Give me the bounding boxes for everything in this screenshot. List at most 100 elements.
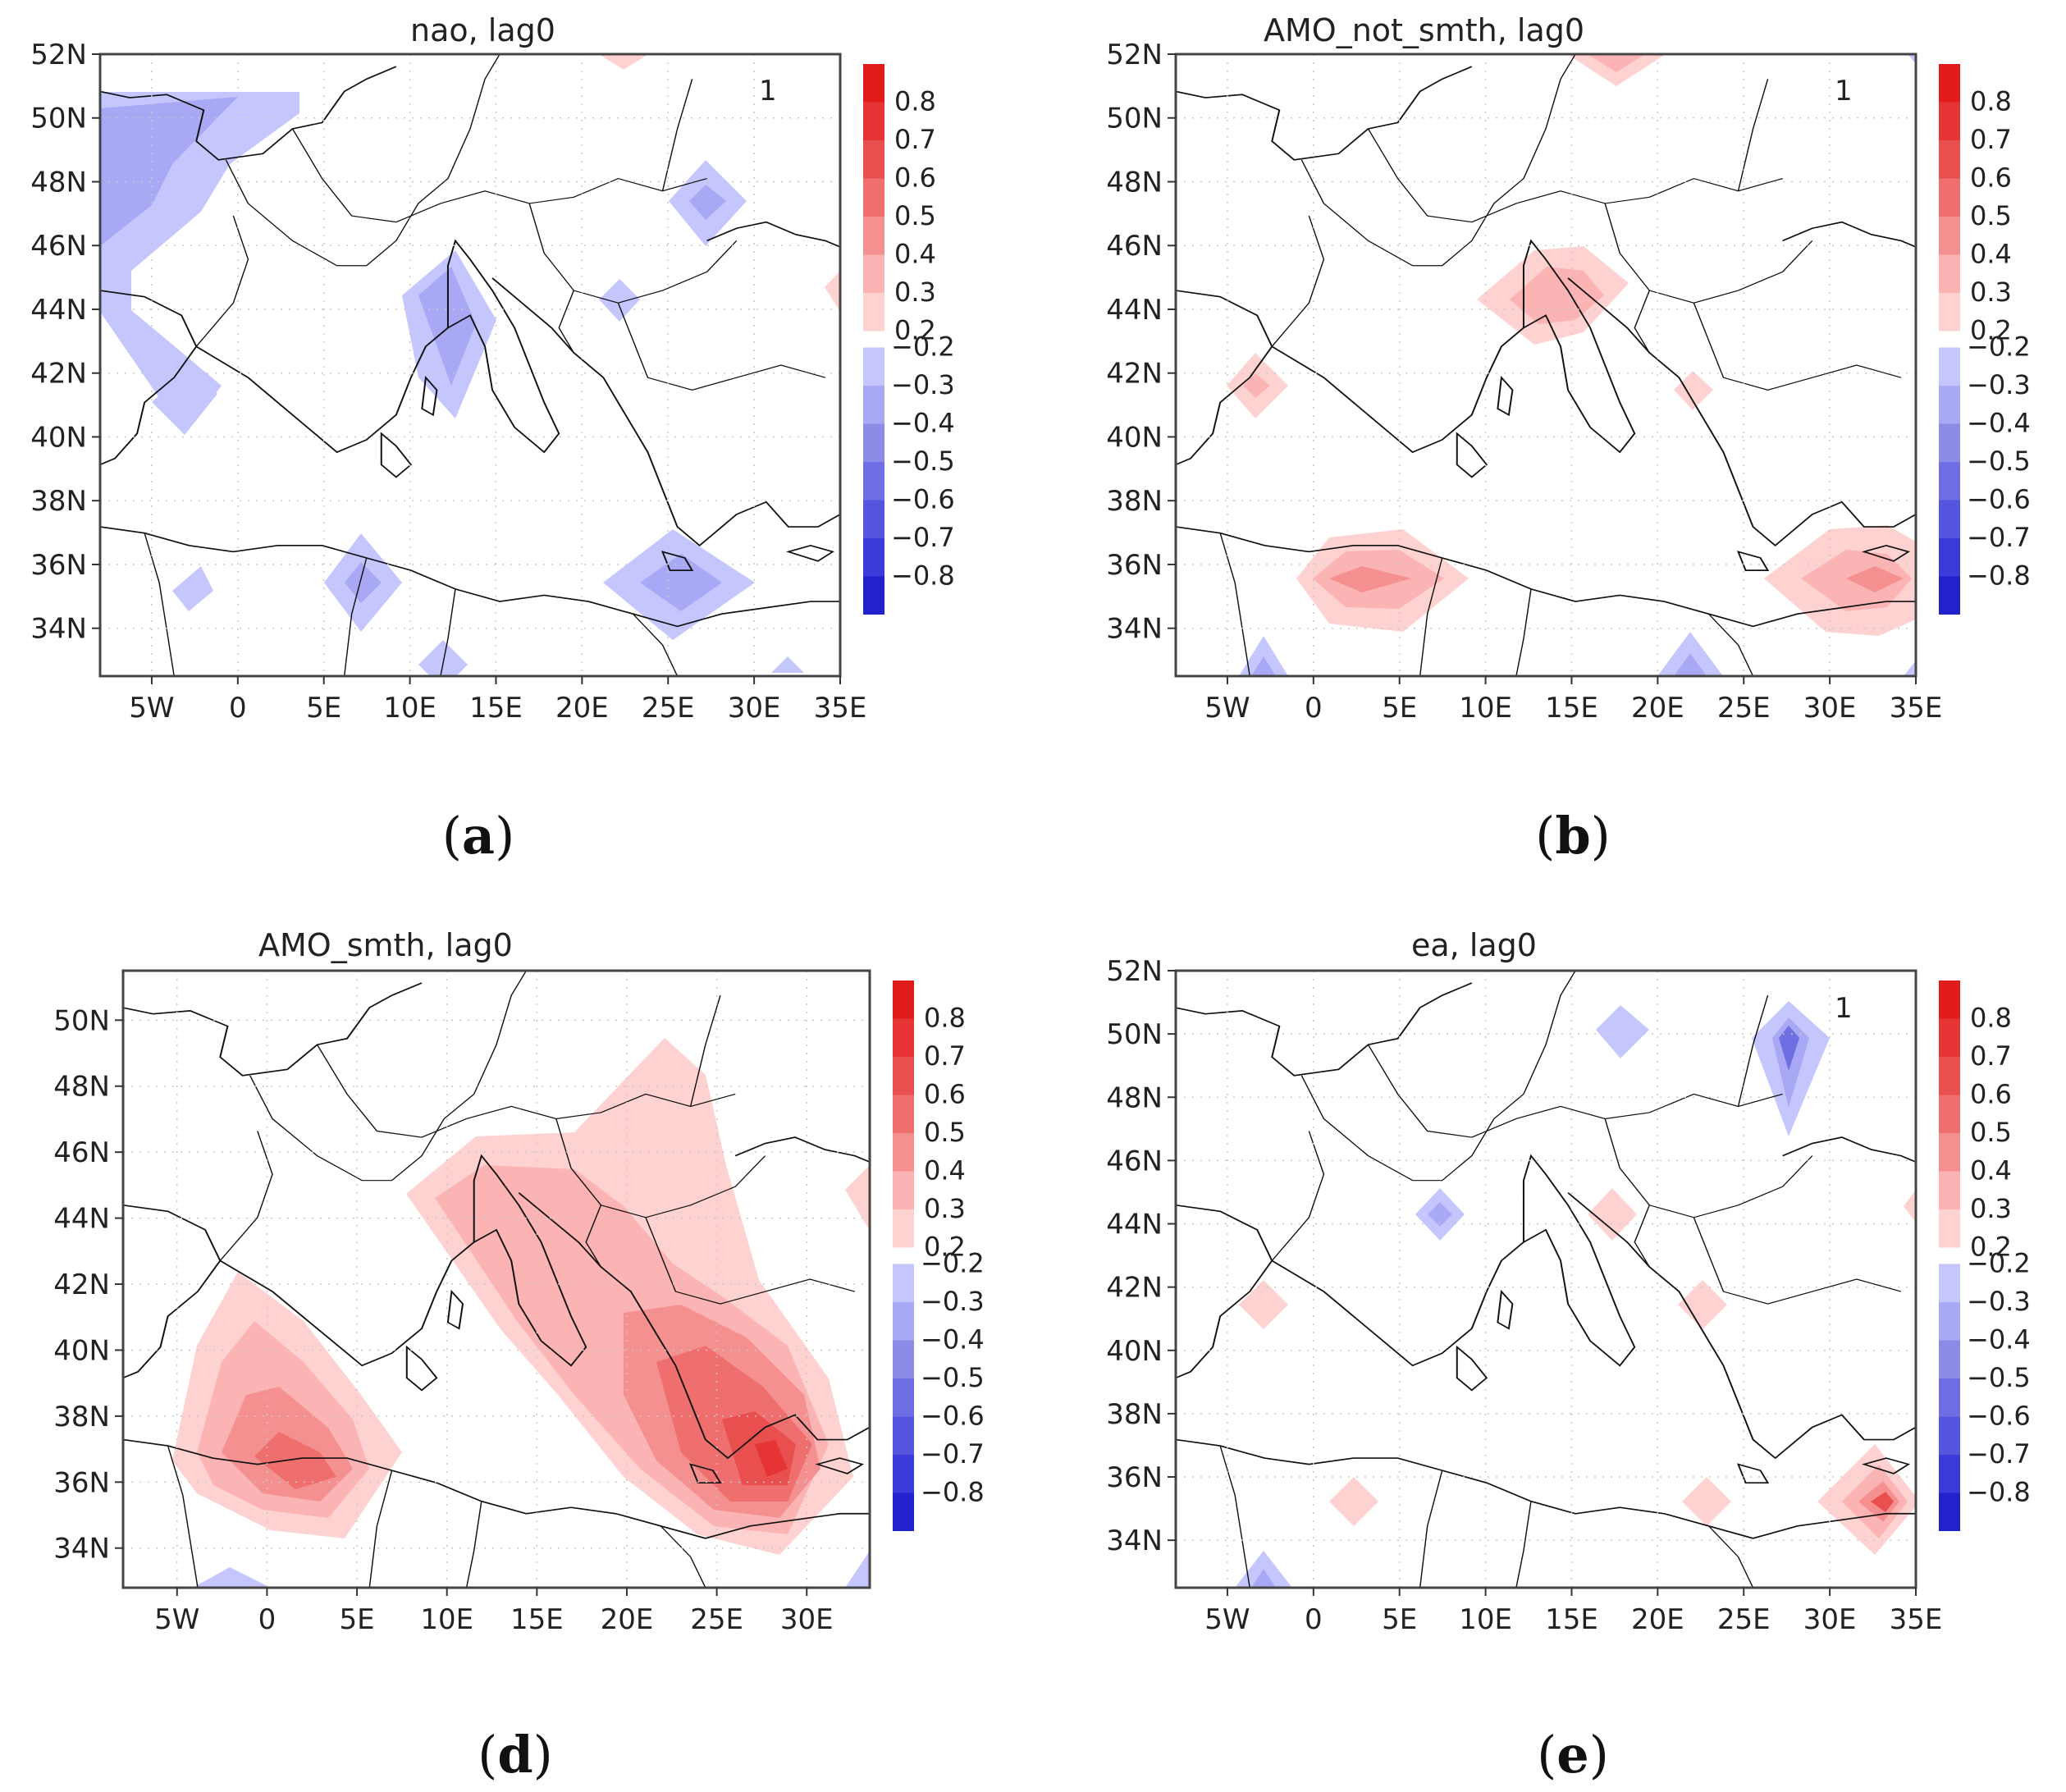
colorbar-negative-label: −0.7 [1967,1438,2031,1470]
lat-tick-label: 40N [30,421,87,454]
lon-tick-label: 20E [1631,692,1684,725]
colorbar-negative-swatch [1939,462,1960,501]
longitude-labels: 5W 0 5E 10E 15E 20E 25E 30E 35E [129,676,866,725]
colorbar-negative-swatch [893,1340,914,1378]
lon-tick-label: 20E [555,692,609,725]
colorbar-positive-label: 0.7 [924,1040,966,1072]
positive-contour [1674,371,1713,410]
panel-label: (b) [1535,806,1611,866]
lon-tick-label: 5E [306,692,341,725]
graticule [100,54,840,676]
map-frame [98,53,842,678]
colorbar-positive-label: 0.8 [924,1003,966,1034]
positive-contour [1510,267,1604,324]
colorbar-negative-label: −0.3 [921,1286,985,1317]
colorbar-positive-label: 0.8 [1970,86,2012,117]
colorbar: 0.8 0.7 0.6 0.5 0.4 0.3 0.2−0.2 −0.3 −0.4 −0.5 −0.… [863,64,955,615]
colorbar-positive-label: 0.5 [1970,200,2012,231]
colorbar-positive-swatch [893,981,914,1019]
lon-tick-label: 25E [1717,692,1771,725]
contour-marker: 1 [1835,75,1853,107]
panel-letter: b [1555,806,1590,866]
contour-layer [1176,54,1916,676]
colorbar-positive-swatch [863,140,884,179]
colorbar-positive-label: 0.3 [1970,1193,2012,1224]
colorbar-negative-swatch [1939,386,1960,424]
panel-a-map: nao, lag0 1 52N 50N 48N 46N 44N 42N 40N 38N 36N [30,12,954,866]
colorbar-negative-label: −0.5 [1967,1362,2031,1393]
colorbar-negative-label: −0.4 [1967,408,2031,439]
colorbar-positive-label: 0.6 [1970,162,2012,194]
longitude-labels: 5W 0 5E 10E 15E 20E 25E 30E [154,1588,834,1636]
contour-marker: 1 [759,75,777,107]
positive-contour [1846,566,1904,592]
colorbar-positive-swatch [1939,1209,1960,1248]
negative-contour [1779,1026,1799,1071]
map-frame [1174,53,1917,678]
negative-contour [1251,656,1276,676]
colorbar-negative-label: −0.3 [891,369,955,400]
colorbar-positive-swatch [1939,1171,1960,1209]
colorbar-positive-label: 0.6 [894,162,936,194]
map-frame [1174,969,1917,1589]
colorbar-positive-label: 0.5 [924,1117,966,1148]
lon-tick-label: 5W [1204,1603,1250,1636]
colorbar-negative-label: −0.8 [891,560,955,592]
colorbar-positive-label: 0.7 [1970,124,2012,155]
lon-tick-label: 5E [339,1603,374,1636]
colorbar-negative-swatch [1939,1264,1960,1302]
negative-contour [172,566,213,611]
colorbar-positive-swatch [1939,254,1960,293]
lat-tick-label: 40N [53,1334,110,1367]
contour-layer [100,54,840,676]
positive-contour [1329,1477,1378,1526]
positive-contour [1682,1477,1731,1526]
lat-tick-label: 34N [1106,1525,1163,1557]
lat-tick-label: 36N [53,1466,110,1499]
lat-tick-label: 52N [30,39,87,71]
lat-tick-label: 48N [53,1071,110,1104]
colorbar-negative-label: −0.5 [921,1362,985,1393]
colorbar-negative-label: −0.2 [1967,1248,2031,1279]
lon-tick-label: 35E [814,692,867,725]
longitude-labels: 5W 0 5E 10E 15E 20E 25E 30E 35E [1204,676,1942,725]
colorbar-positive-swatch [1939,178,1960,217]
positive-contour [1588,1188,1637,1241]
map-frame [121,969,871,1589]
colorbar-negative-label: −0.7 [1967,522,2031,553]
colorbar-negative-swatch [1939,1378,1960,1417]
negative-contour [640,554,722,611]
lat-tick-label: 46N [30,230,87,263]
lat-tick-label: 38N [30,485,87,518]
lat-tick-label: 42N [30,358,87,391]
positive-contour [1239,1280,1288,1329]
colorbar-negative-label: −0.3 [1967,1286,2031,1317]
lat-tick-label: 38N [1106,485,1163,518]
colorbar-negative-label: −0.6 [1967,484,2031,515]
colorbar-negative-swatch [1939,1416,1960,1455]
lat-tick-label: 38N [1106,1398,1163,1431]
colorbar-negative-swatch [863,576,884,615]
colorbar-negative-swatch [1939,1455,1960,1493]
lat-tick-label: 46N [1106,1145,1163,1177]
colorbar-positive-label: 0.3 [924,1193,966,1224]
colorbar-negative-label: −0.7 [921,1438,985,1470]
lon-tick-label: 5E [1382,1603,1417,1636]
lat-tick-label: 52N [1106,955,1163,988]
colorbar-positive-label: 0.3 [1970,277,2012,308]
negative-contour [1239,636,1288,676]
lon-tick-label: 15E [469,692,523,725]
panel-label: (d) [478,1725,553,1785]
lat-tick-label: 44N [1106,1209,1163,1241]
panel-label: (a) [442,806,515,866]
lat-tick-label: 44N [53,1203,110,1236]
positive-contour [1904,1190,1916,1223]
colorbar-negative-label: −0.8 [1967,560,2031,592]
positive-contour [845,1165,870,1231]
colorbar-negative-label: −0.4 [891,408,955,439]
colorbar-positive-swatch [893,1057,914,1095]
colorbar-negative-swatch [893,1455,914,1493]
negative-contour [1908,54,1916,64]
positive-contour [1329,566,1411,592]
